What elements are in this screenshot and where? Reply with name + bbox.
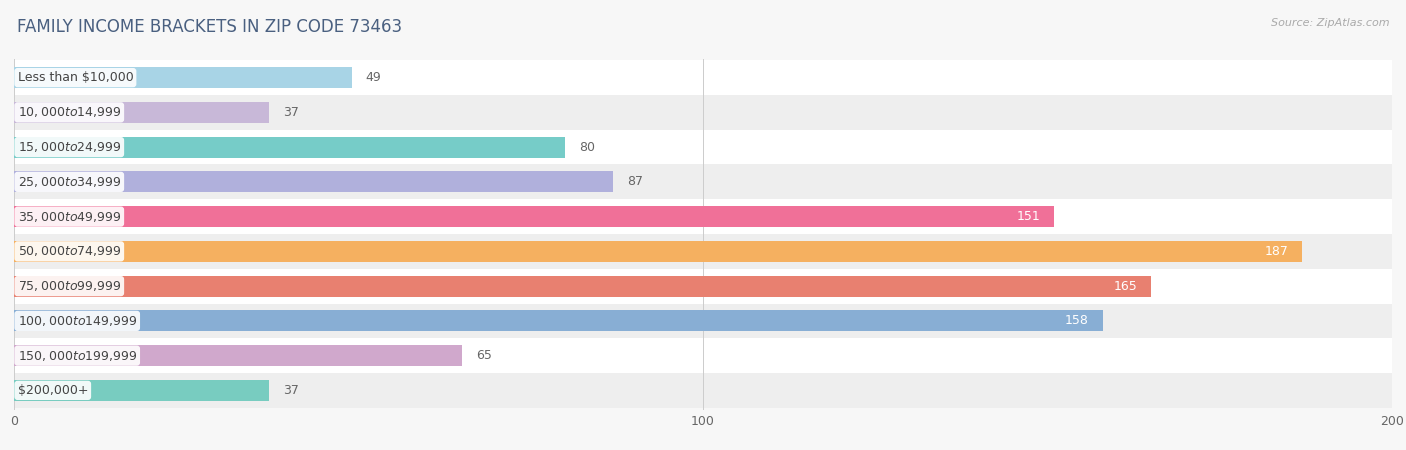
Text: 37: 37: [283, 384, 298, 397]
Text: Source: ZipAtlas.com: Source: ZipAtlas.com: [1271, 18, 1389, 28]
Text: $150,000 to $199,999: $150,000 to $199,999: [17, 349, 136, 363]
Bar: [14, 130, 1392, 165]
Bar: [14, 171, 613, 192]
Text: $100,000 to $149,999: $100,000 to $149,999: [17, 314, 136, 328]
Text: 165: 165: [1114, 279, 1137, 292]
Bar: [14, 338, 1392, 373]
Text: 49: 49: [366, 71, 381, 84]
Text: 37: 37: [283, 106, 298, 119]
Bar: [14, 137, 565, 157]
Text: 158: 158: [1064, 315, 1088, 328]
Bar: [14, 199, 1392, 234]
Bar: [14, 345, 463, 366]
Text: 151: 151: [1017, 210, 1040, 223]
Bar: [14, 60, 1392, 95]
Bar: [14, 165, 1392, 199]
Text: $200,000+: $200,000+: [17, 384, 89, 397]
Text: $10,000 to $14,999: $10,000 to $14,999: [17, 105, 121, 119]
Text: $25,000 to $34,999: $25,000 to $34,999: [17, 175, 121, 189]
Bar: [14, 67, 352, 88]
Text: FAMILY INCOME BRACKETS IN ZIP CODE 73463: FAMILY INCOME BRACKETS IN ZIP CODE 73463: [17, 18, 402, 36]
Bar: [14, 380, 269, 401]
Bar: [14, 269, 1392, 303]
Text: 65: 65: [475, 349, 492, 362]
Bar: [14, 95, 1392, 130]
Bar: [14, 206, 1054, 227]
Bar: [14, 241, 1302, 262]
Bar: [14, 102, 269, 123]
Text: 80: 80: [579, 140, 595, 153]
Text: $75,000 to $99,999: $75,000 to $99,999: [17, 279, 121, 293]
Text: Less than $10,000: Less than $10,000: [17, 71, 134, 84]
Text: 187: 187: [1265, 245, 1289, 258]
Bar: [14, 303, 1392, 338]
Text: $50,000 to $74,999: $50,000 to $74,999: [17, 244, 121, 258]
Bar: [14, 234, 1392, 269]
Bar: [14, 310, 1102, 331]
Text: $35,000 to $49,999: $35,000 to $49,999: [17, 210, 121, 224]
Bar: [14, 276, 1152, 297]
Bar: [14, 373, 1392, 408]
Text: $15,000 to $24,999: $15,000 to $24,999: [17, 140, 121, 154]
Text: 87: 87: [627, 176, 643, 189]
